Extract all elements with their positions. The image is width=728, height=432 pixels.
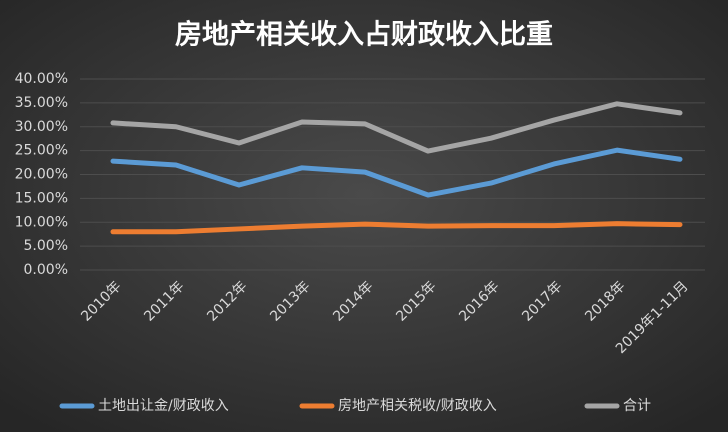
y-tick-label: 10.00% (15, 214, 68, 230)
y-tick-label: 40.00% (15, 71, 68, 87)
series-line (110, 101, 683, 154)
chart-title: 房地产相关收入占财政收入比重 (175, 20, 553, 51)
y-tick-label: 30.00% (15, 119, 68, 135)
series-line (110, 147, 683, 198)
legend-label: 合计 (623, 398, 651, 414)
y-tick-label: 15.00% (15, 190, 68, 206)
legend-label: 土地出让金/财政收入 (98, 398, 229, 414)
y-tick-label: 25.00% (15, 143, 68, 159)
y-tick-label: 35.00% (15, 95, 68, 111)
y-tick-label: 20.00% (15, 167, 68, 183)
series-line (110, 221, 683, 235)
legend-label: 房地产相关税收/财政收入 (338, 398, 497, 414)
y-tick-label: 5.00% (24, 238, 68, 254)
y-tick-label: 0.00% (24, 262, 68, 278)
